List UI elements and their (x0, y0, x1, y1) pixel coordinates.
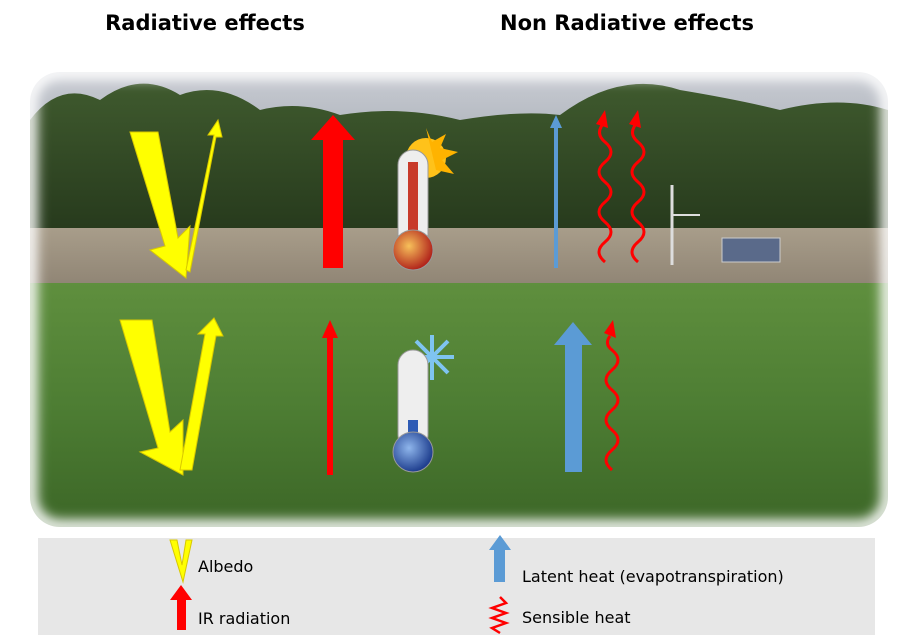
heading-non-radiative: Non Radiative effects (500, 11, 754, 35)
legend-label: IR radiation (198, 609, 290, 628)
latent-heat-arrows (550, 115, 592, 472)
albedo-bottom (119, 317, 224, 476)
legend-albedo-icon (169, 539, 193, 584)
thermometer-hot (392, 128, 458, 271)
photo-vignette (23, 65, 895, 534)
ir-arrows (311, 115, 355, 475)
legend-label: Albedo (198, 557, 253, 576)
legend-box (38, 538, 875, 635)
weather-station (670, 185, 781, 265)
legend-ir-icon (170, 585, 192, 630)
legend-label: Sensible heat (522, 608, 631, 627)
legend-label: Latent heat (evapotranspiration) (522, 567, 784, 586)
sensible-heat-waves (597, 123, 646, 472)
albedo-top (129, 118, 223, 279)
crop (30, 283, 888, 527)
sensible-heat-heads (596, 110, 641, 338)
thermometer-cold (392, 335, 454, 473)
legend-latent-icon (489, 535, 511, 582)
legend-sensible-icon (488, 596, 510, 635)
heading-radiative: Radiative effects (105, 11, 305, 35)
